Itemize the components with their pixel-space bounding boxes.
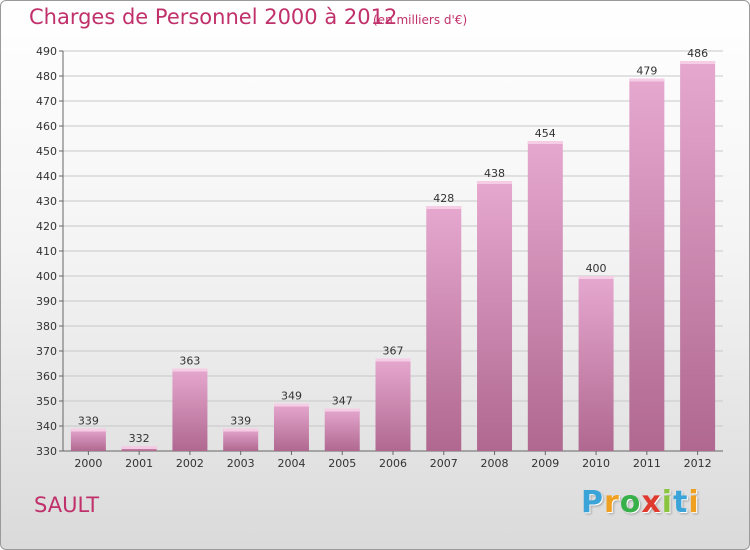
x-tick-label: 2012	[684, 457, 712, 470]
x-tick-label: 2011	[633, 457, 661, 470]
bar-highlight	[223, 428, 259, 432]
bar-highlight	[680, 61, 716, 64]
place-name: SAULT	[34, 493, 100, 517]
logo-letter: t	[673, 485, 689, 520]
y-tick-label: 390	[36, 295, 57, 308]
x-tick-label: 2002	[176, 457, 204, 470]
bar	[172, 368, 208, 451]
y-tick-label: 360	[36, 370, 57, 383]
bar-value-label: 347	[332, 395, 353, 408]
y-tick-label: 370	[36, 345, 57, 358]
x-tick-label: 2005	[328, 457, 356, 470]
bar-highlight	[426, 206, 462, 209]
bar-highlight	[121, 446, 157, 449]
x-tick-label: 2007	[430, 457, 458, 470]
bar	[273, 403, 309, 451]
logo-letter: r	[604, 485, 620, 520]
x-tick-label: 2009	[531, 457, 559, 470]
y-tick-label: 480	[36, 70, 57, 83]
x-tick-label: 2004	[277, 457, 305, 470]
y-tick-label: 380	[36, 320, 57, 333]
logo-letter: P	[581, 485, 604, 520]
bar-value-label: 349	[281, 390, 302, 403]
x-tick-label: 2003	[227, 457, 255, 470]
bar-value-label: 479	[636, 65, 657, 78]
logo-letter: i	[661, 485, 674, 520]
bar-highlight	[578, 276, 614, 279]
logo-letter: i	[688, 485, 700, 520]
logo-letter: o	[619, 485, 642, 520]
bar-highlight	[324, 408, 360, 412]
bar-value-label: 332	[129, 432, 150, 445]
bar	[375, 358, 411, 451]
bar-highlight	[629, 78, 665, 82]
y-tick-label: 440	[36, 170, 57, 183]
y-tick-label: 420	[36, 220, 57, 233]
chart-subtitle: (en milliers d'€)	[373, 13, 468, 27]
bar-value-label: 428	[433, 192, 454, 205]
bar	[324, 408, 360, 451]
bar-value-label: 400	[586, 262, 607, 275]
y-tick-label: 490	[36, 45, 57, 58]
bar	[426, 206, 462, 451]
bar-value-label: 438	[484, 167, 505, 180]
bar-highlight	[527, 141, 563, 144]
proxiti-logo: Proxiti	[581, 485, 700, 520]
y-tick-label: 470	[36, 95, 57, 108]
bar-value-label: 363	[179, 355, 200, 368]
bar	[70, 428, 106, 451]
bar-value-label: 454	[535, 127, 556, 140]
bar	[629, 78, 665, 451]
y-tick-label: 410	[36, 245, 57, 258]
y-tick-label: 350	[36, 395, 57, 408]
bar	[477, 181, 513, 451]
y-tick-label: 340	[36, 420, 57, 433]
bar	[578, 276, 614, 451]
y-tick-label: 450	[36, 145, 57, 158]
bar	[527, 141, 563, 451]
y-tick-label: 460	[36, 120, 57, 133]
bar-highlight	[172, 368, 208, 372]
y-tick-label: 430	[36, 195, 57, 208]
x-tick-label: 2000	[74, 457, 102, 470]
bar	[680, 61, 716, 451]
bar	[223, 428, 259, 451]
bar-highlight	[273, 403, 309, 407]
bar-highlight	[70, 428, 106, 432]
bar-value-label: 339	[230, 415, 251, 428]
x-tick-label: 2006	[379, 457, 407, 470]
x-tick-label: 2001	[125, 457, 153, 470]
bar-value-label: 339	[78, 415, 99, 428]
y-tick-label: 400	[36, 270, 57, 283]
x-tick-label: 2008	[481, 457, 509, 470]
x-tick-label: 2010	[582, 457, 610, 470]
logo-letter: x	[641, 485, 662, 520]
y-tick-label: 330	[36, 445, 57, 458]
bar-highlight	[375, 358, 411, 362]
bar-highlight	[477, 181, 513, 184]
bar-value-label: 486	[687, 47, 708, 60]
chart-title: Charges de Personnel 2000 à 2012	[29, 5, 398, 29]
bar-value-label: 367	[383, 345, 404, 358]
